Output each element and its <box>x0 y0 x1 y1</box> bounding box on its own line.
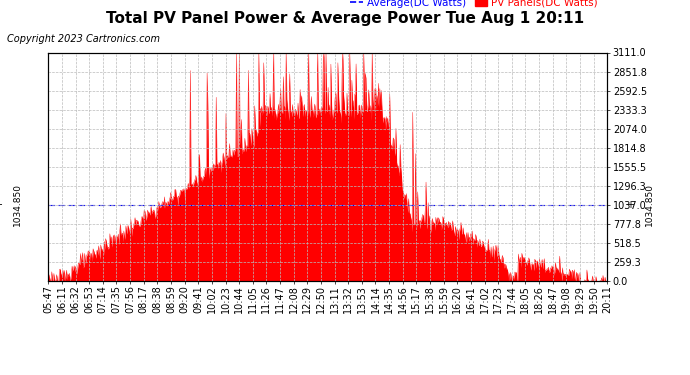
Text: Copyright 2023 Cartronics.com: Copyright 2023 Cartronics.com <box>7 34 160 44</box>
Text: 1034.850: 1034.850 <box>13 183 22 226</box>
Text: 1034.850: 1034.850 <box>644 183 653 226</box>
Text: +: + <box>626 200 633 210</box>
Text: +: + <box>0 200 2 210</box>
Text: Total PV Panel Power & Average Power Tue Aug 1 20:11: Total PV Panel Power & Average Power Tue… <box>106 11 584 26</box>
Legend: Average(DC Watts), PV Panels(DC Watts): Average(DC Watts), PV Panels(DC Watts) <box>346 0 602 12</box>
